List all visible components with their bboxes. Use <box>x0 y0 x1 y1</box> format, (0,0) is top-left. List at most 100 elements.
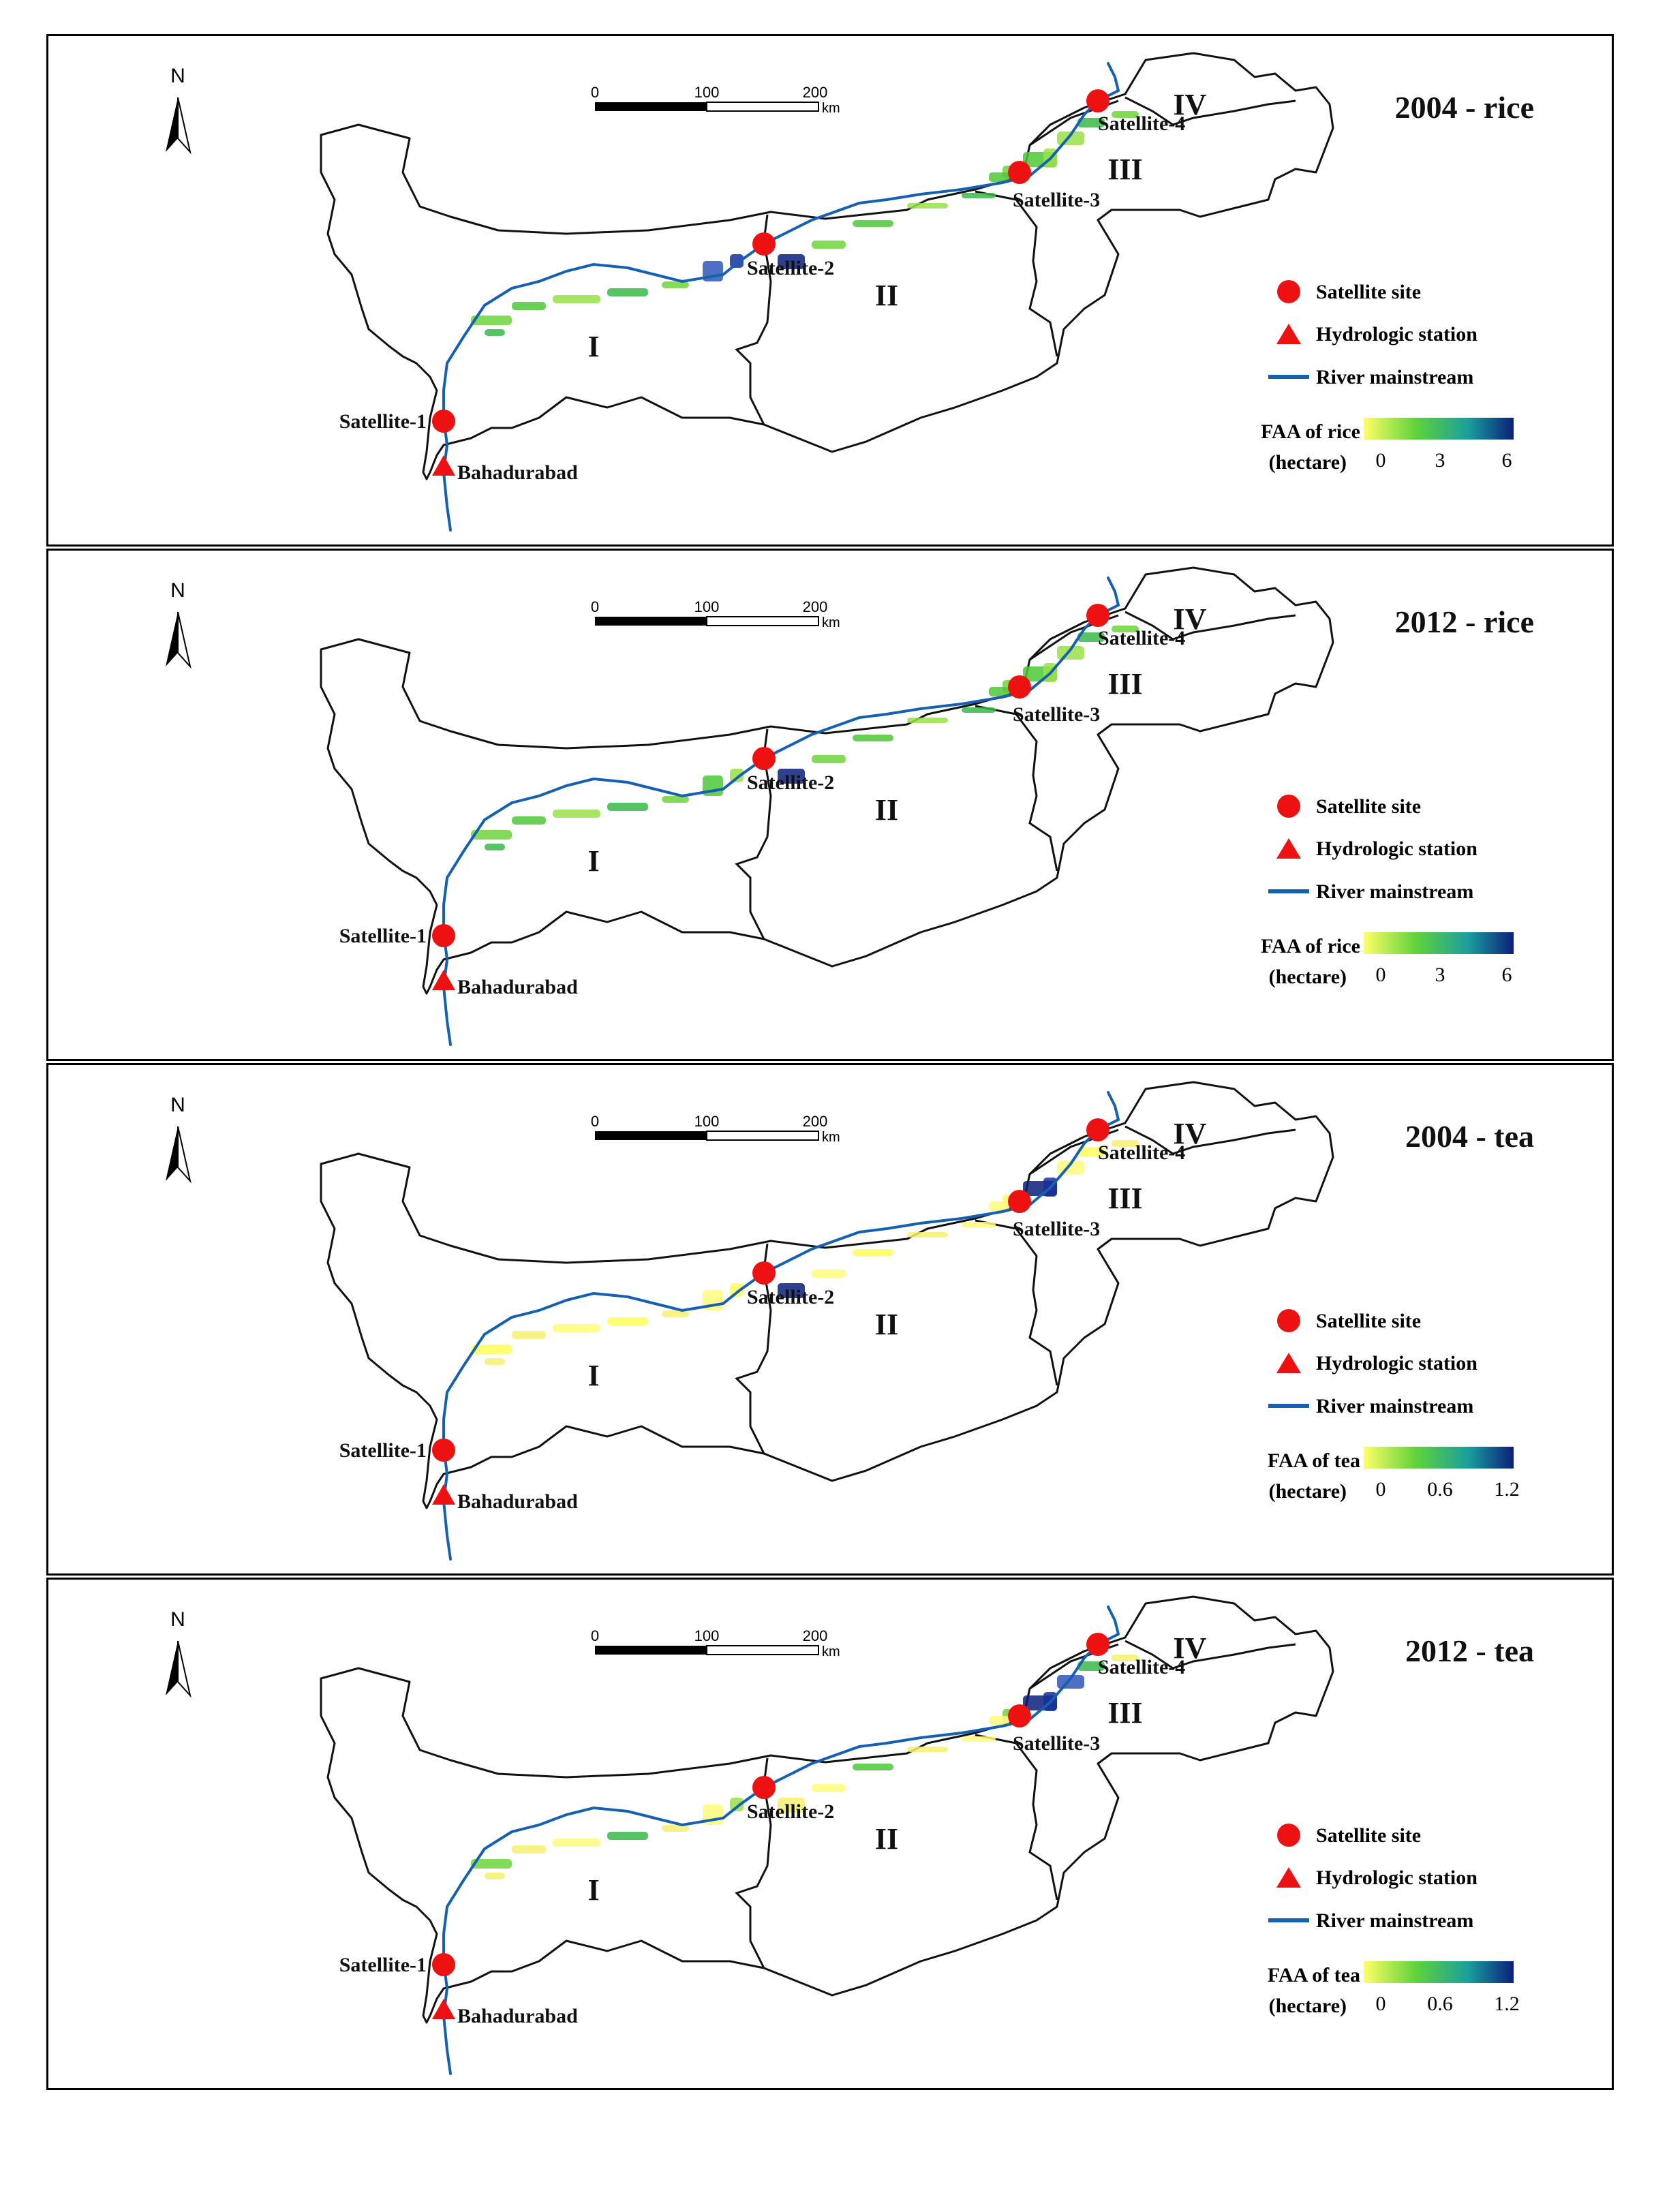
zone-label-3: III <box>1107 153 1142 186</box>
satellite-3-marker <box>1008 1190 1031 1213</box>
river-mainstream <box>442 1091 1120 1561</box>
color-ramp <box>1364 418 1514 440</box>
satellite-2-marker <box>752 232 776 256</box>
scale-tick-200: 200 <box>803 598 828 615</box>
river-mainstream <box>442 577 1120 1046</box>
satellite-3-marker <box>1008 675 1031 698</box>
map-panel-1: N 0 100 200 km Satellite-1 Satellite-2 S… <box>46 34 1614 547</box>
scale-tick-100: 100 <box>694 1113 720 1130</box>
satellite-4-marker <box>1086 1118 1109 1141</box>
basin-outline <box>320 52 1334 480</box>
legend-station-label: Hydrologic station <box>1316 323 1477 345</box>
scale-tick-0: 0 <box>591 1113 599 1130</box>
satellite-sites <box>432 604 1109 990</box>
satellite-2-label: Satellite-2 <box>747 1800 834 1823</box>
zone-label-4: IV <box>1174 1631 1207 1665</box>
scale-tick-200: 200 <box>803 1627 828 1644</box>
scale-tick-0: 0 <box>591 84 599 101</box>
scale-bar: 0 100 200 km <box>591 598 840 630</box>
zone-label-2: II <box>875 279 898 312</box>
legend-station-icon <box>1276 1867 1301 1888</box>
north-label: N <box>170 1094 185 1116</box>
scale-tick-0: 0 <box>591 598 599 615</box>
satellite-4-marker <box>1086 89 1109 112</box>
satellite-3-label: Satellite-3 <box>1013 189 1100 211</box>
color-ramp <box>1364 1447 1514 1469</box>
color-ramp-unit: (hectare) <box>1269 451 1347 474</box>
satellite-4-label: Satellite-4 <box>1098 112 1185 135</box>
scale-unit: km <box>822 1644 840 1659</box>
panel-title: 2012 - rice <box>1395 604 1534 639</box>
scale-tick-100: 100 <box>694 1627 720 1644</box>
legend-site-icon <box>1277 280 1300 303</box>
map-panel-2: N 0 100 200 km Satellite-1 Satellite-2 S… <box>46 549 1614 1061</box>
ramp-tick-max: 6 <box>1502 449 1512 472</box>
satellite-3-label: Satellite-3 <box>1013 1218 1100 1240</box>
north-arrow-icon: N <box>166 65 192 155</box>
map-canvas: N 0 100 200 km Satellite-1 Satellite-2 S… <box>166 566 1534 1046</box>
north-arrow-icon: N <box>166 1094 192 1184</box>
color-ramp-unit: (hectare) <box>1269 1995 1347 2017</box>
satellite-1-label: Satellite-1 <box>339 1954 427 1976</box>
ramp-tick-max: 6 <box>1502 964 1512 986</box>
satellite-1-marker <box>432 1439 455 1462</box>
legend-site-label: Satellite site <box>1316 795 1421 818</box>
satellite-1-label: Satellite-1 <box>339 925 427 947</box>
zone-label-4: IV <box>1174 88 1207 121</box>
north-arrow-icon: N <box>166 579 192 669</box>
legend-river-label: River mainstream <box>1316 880 1473 903</box>
ramp-tick-mid: 3 <box>1435 449 1445 472</box>
color-ramp <box>1364 1961 1514 1983</box>
basin-outline <box>320 1595 1334 2024</box>
ramp-tick-min: 0 <box>1376 1993 1386 2015</box>
satellite-1-label: Satellite-1 <box>339 1439 427 1462</box>
satellite-2-label: Satellite-2 <box>747 257 834 279</box>
color-ramp-unit: (hectare) <box>1269 1480 1347 1503</box>
legend-site-icon <box>1277 1824 1300 1847</box>
satellite-4-label: Satellite-4 <box>1098 1656 1185 1678</box>
scale-tick-0: 0 <box>591 1627 599 1644</box>
panel-title: 2004 - rice <box>1395 90 1534 125</box>
legend-station-icon <box>1276 324 1301 344</box>
zone-label-2: II <box>875 1308 898 1341</box>
satellite-sites <box>432 89 1109 476</box>
map-legend: Satellite site Hydrologic station River … <box>1261 280 1514 474</box>
zone-label-1: I <box>587 844 599 878</box>
legend-station-label: Hydrologic station <box>1316 1867 1477 1889</box>
map-canvas: N 0 100 200 km Satellite-1 Satellite-2 S… <box>166 1081 1534 1561</box>
ramp-tick-min: 0 <box>1376 964 1386 986</box>
satellite-2-marker <box>752 747 776 770</box>
satellite-4-label: Satellite-4 <box>1098 627 1185 649</box>
zone-label-2: II <box>875 1822 898 1856</box>
ramp-tick-mid: 0.6 <box>1427 1478 1453 1501</box>
legend-site-label: Satellite site <box>1316 1824 1421 1847</box>
scale-unit: km <box>822 101 840 116</box>
legend-river-label: River mainstream <box>1316 1395 1473 1417</box>
satellite-4-marker <box>1086 1633 1109 1656</box>
satellite-2-marker <box>752 1776 776 1799</box>
legend-site-label: Satellite site <box>1316 281 1421 303</box>
zone-label-3: III <box>1107 1696 1142 1730</box>
scale-tick-200: 200 <box>803 84 828 101</box>
zone-label-1: I <box>587 1873 599 1907</box>
scale-bar: 0 100 200 km <box>591 1627 840 1659</box>
color-ramp-title: FAA of rice <box>1261 935 1360 957</box>
station-label: Bahadurabad <box>457 461 578 484</box>
legend-river-label: River mainstream <box>1316 1909 1473 1932</box>
satellite-3-marker <box>1008 161 1031 184</box>
legend-station-icon <box>1276 1353 1301 1373</box>
north-arrow-icon: N <box>166 1608 192 1698</box>
zone-boundary-2-3 <box>975 1734 1058 1901</box>
ramp-tick-min: 0 <box>1376 1478 1386 1501</box>
zone-boundary-3-4 <box>1124 611 1296 641</box>
map-legend: Satellite site Hydrologic station River … <box>1268 1824 1520 2017</box>
zone-label-3: III <box>1107 667 1142 701</box>
legend-site-icon <box>1277 795 1300 818</box>
map-canvas: N 0 100 200 km Satellite-1 Satellite-2 S… <box>166 1595 1534 2075</box>
river-mainstream <box>442 62 1120 532</box>
panel-title: 2012 - tea <box>1405 1633 1534 1668</box>
satellite-1-marker <box>432 1953 455 1976</box>
zone-boundary-2-3 <box>975 190 1058 357</box>
hydrologic-station-marker <box>432 1999 455 2019</box>
zone-boundary-3-4 <box>1124 96 1296 126</box>
